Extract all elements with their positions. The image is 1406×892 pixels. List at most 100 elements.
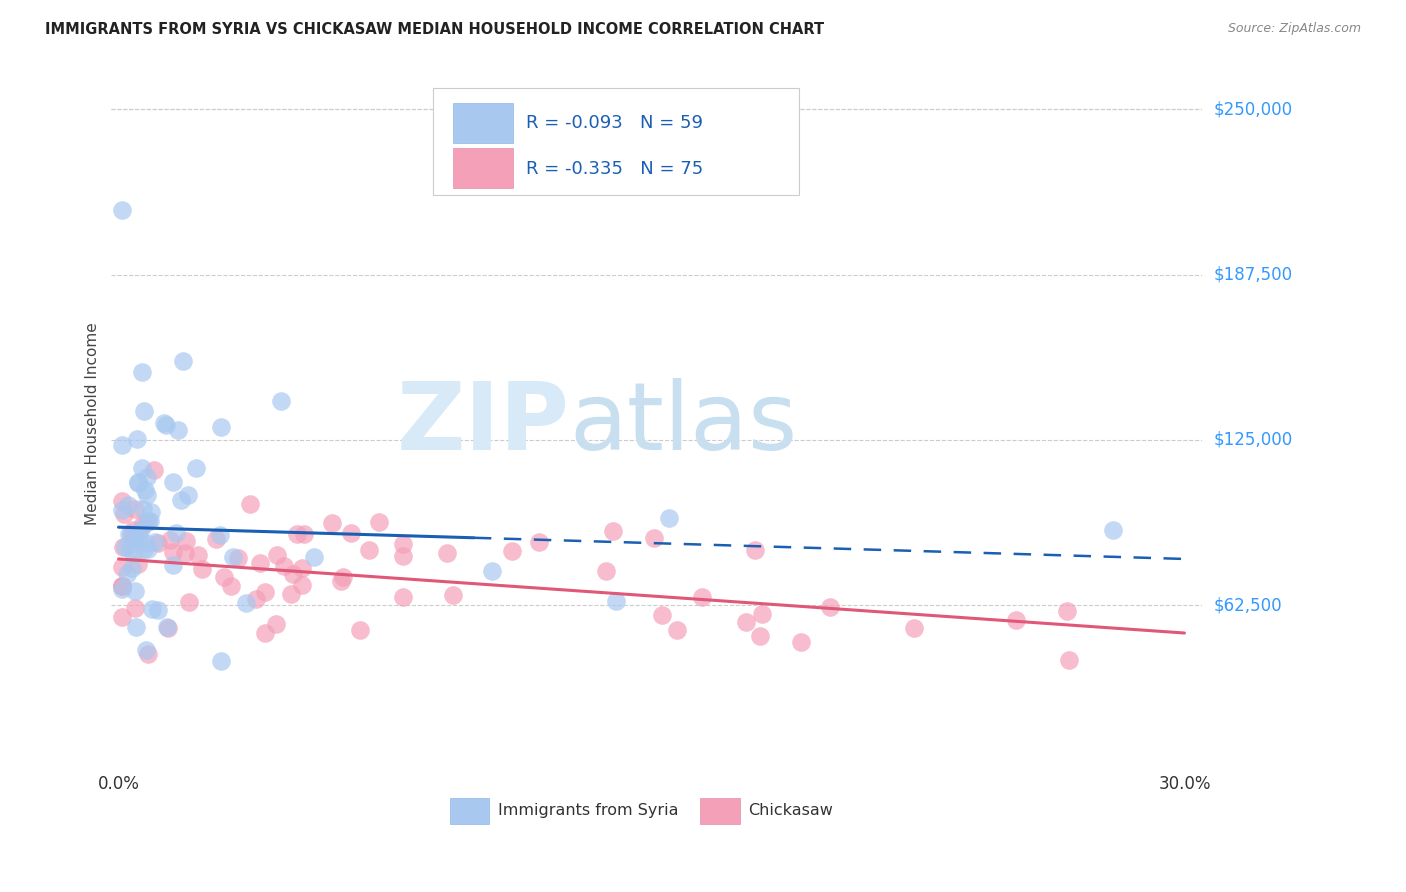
Point (111, 493, 134, 508)
Point (162, 475, 184, 490)
Point (111, 579, 134, 593)
Point (245, 592, 267, 607)
Point (117, 498, 139, 512)
Point (148, 536, 170, 550)
Point (501, 544, 523, 558)
Point (651, 608, 673, 623)
Bar (453, 103, 513, 144)
Text: IMMIGRANTS FROM SYRIA VS CHICKASAW MEDIAN HOUSEHOLD INCOME CORRELATION CHART: IMMIGRANTS FROM SYRIA VS CHICKASAW MEDIA… (45, 22, 824, 37)
Point (111, 579, 134, 593)
Point (291, 577, 314, 591)
Point (114, 540, 136, 554)
Point (191, 562, 214, 576)
Point (749, 629, 772, 643)
Point (127, 534, 149, 549)
Bar (450, 797, 489, 824)
Point (368, 515, 391, 529)
Point (124, 531, 146, 545)
Point (173, 546, 195, 560)
Point (283, 567, 305, 582)
Point (141, 505, 163, 519)
Point (124, 502, 146, 516)
Point (280, 586, 302, 600)
Point (184, 461, 207, 475)
Point (136, 647, 159, 661)
Point (118, 541, 141, 556)
Text: R = -0.093   N = 59: R = -0.093 N = 59 (526, 114, 703, 132)
Point (254, 625, 277, 640)
Point (359, 542, 381, 557)
Point (436, 545, 458, 559)
Point (1102, 523, 1125, 537)
Point (111, 582, 134, 596)
Point (1059, 653, 1081, 667)
Text: $62,500: $62,500 (1213, 596, 1282, 615)
Point (111, 540, 134, 554)
Point (332, 570, 354, 584)
Point (595, 564, 617, 578)
Text: $187,500: $187,500 (1213, 266, 1292, 284)
Point (129, 522, 152, 536)
Point (209, 654, 232, 668)
Point (136, 515, 159, 529)
Point (122, 546, 145, 560)
Point (134, 535, 156, 549)
Bar (700, 797, 740, 824)
Point (128, 527, 150, 541)
Point (153, 417, 176, 431)
Text: $125,000: $125,000 (1213, 431, 1292, 449)
Point (744, 543, 766, 558)
Point (127, 557, 149, 571)
Point (179, 594, 201, 608)
FancyBboxPatch shape (433, 87, 799, 195)
Point (226, 551, 249, 566)
Point (136, 470, 159, 484)
Point (290, 561, 312, 575)
Point (118, 527, 141, 541)
Point (253, 585, 276, 599)
Text: Immigrants from Syria: Immigrants from Syria (498, 804, 678, 818)
Point (127, 475, 149, 490)
Point (735, 615, 758, 629)
Point (120, 527, 142, 541)
Point (143, 534, 166, 549)
Point (121, 561, 143, 575)
Point (658, 511, 681, 525)
Point (329, 574, 352, 589)
Point (122, 523, 145, 537)
Point (166, 423, 188, 437)
Text: atlas: atlas (569, 378, 797, 470)
Point (174, 534, 197, 549)
Point (690, 591, 713, 605)
Point (221, 549, 243, 564)
Point (131, 461, 153, 475)
Point (132, 516, 155, 531)
Point (903, 621, 925, 635)
Point (156, 622, 179, 636)
Point (127, 475, 149, 489)
Point (136, 514, 159, 528)
Point (125, 620, 148, 634)
Point (165, 525, 187, 540)
Point (208, 528, 231, 542)
Point (155, 418, 177, 433)
Point (270, 393, 292, 408)
Point (111, 579, 134, 593)
Point (266, 548, 288, 562)
Point (1004, 613, 1026, 627)
Point (441, 588, 464, 602)
Point (818, 600, 841, 615)
Point (172, 353, 194, 368)
Point (481, 564, 503, 578)
Point (111, 503, 134, 517)
Bar (453, 148, 513, 188)
Point (391, 591, 413, 605)
Point (134, 404, 156, 418)
Point (132, 502, 155, 516)
Point (392, 537, 415, 551)
Point (187, 548, 209, 562)
Point (209, 420, 232, 434)
Point (159, 533, 181, 548)
Point (249, 557, 271, 571)
Point (204, 532, 226, 546)
